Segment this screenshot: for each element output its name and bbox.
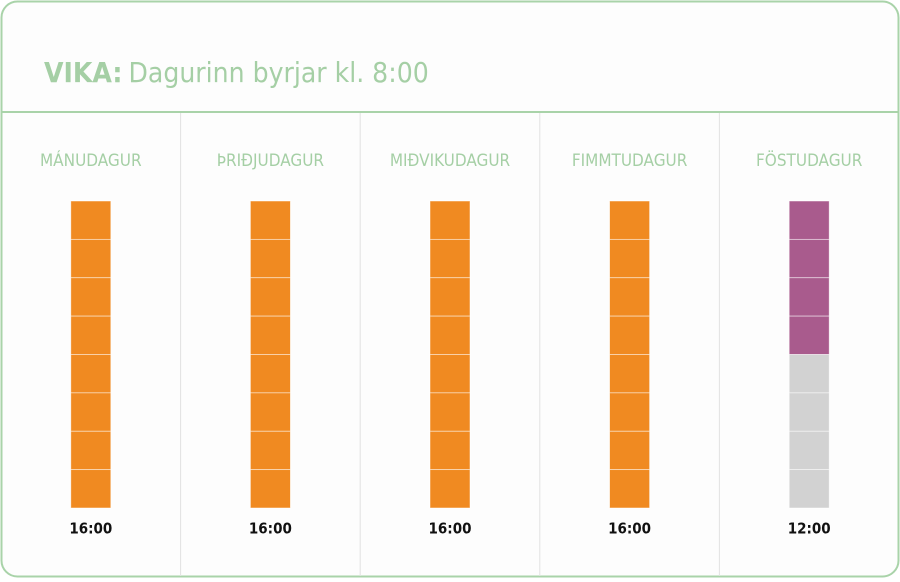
- hour-cell: [609, 315, 650, 355]
- hour-cell: [788, 238, 830, 279]
- day-name: MÁNUDAGUR: [40, 149, 142, 171]
- hour-cell: [70, 430, 112, 471]
- hour-cell: [609, 277, 650, 317]
- hour-cell: [249, 469, 291, 509]
- end-time: 16:00: [249, 520, 292, 538]
- hour-cell: [249, 392, 291, 432]
- hour-cell: [609, 392, 650, 432]
- hour-cell: [609, 354, 650, 394]
- hour-cell: [609, 238, 650, 279]
- hour-cell: [70, 277, 112, 317]
- hour-cell: [788, 392, 830, 432]
- end-time: 12:00: [788, 520, 831, 538]
- hour-cell: [249, 354, 291, 394]
- hour-cell: [609, 430, 650, 471]
- hour-cell: [788, 277, 830, 317]
- hour-cell: [249, 200, 291, 240]
- hour-cell: [249, 430, 291, 471]
- hour-cell: [249, 315, 291, 355]
- hour-cell: [70, 469, 112, 509]
- end-time: 16:00: [69, 520, 112, 538]
- hour-cell: [788, 430, 830, 471]
- hour-cell: [249, 238, 291, 279]
- hour-cell: [429, 430, 471, 471]
- hour-cell: [70, 315, 112, 355]
- hour-cell: [788, 200, 830, 240]
- header-label: VIKA:: [44, 56, 122, 89]
- header-title: Dagurinn byrjar kl. 8:00: [128, 56, 428, 89]
- end-time: 16:00: [429, 520, 472, 538]
- hour-cell: [429, 315, 471, 355]
- hour-cell: [249, 277, 291, 317]
- end-time: 16:00: [608, 520, 651, 538]
- hour-cell: [70, 200, 112, 240]
- hour-cell: [429, 469, 471, 509]
- day-name: FÖSTUDAGUR: [756, 149, 863, 171]
- day-name: FIMMTUDAGUR: [572, 151, 688, 171]
- hour-cell: [788, 354, 830, 394]
- hour-cell: [429, 200, 471, 240]
- hour-cell: [70, 238, 112, 279]
- hour-cell: [70, 354, 112, 394]
- hour-cell: [788, 315, 830, 355]
- hour-cell: [429, 392, 471, 432]
- hour-cell: [788, 469, 830, 509]
- hour-cell: [429, 277, 471, 317]
- hour-cell: [609, 469, 650, 509]
- hour-cell: [429, 354, 471, 394]
- day-name: ÞRIÐJUDAGUR: [217, 151, 325, 171]
- hour-cell: [70, 392, 112, 432]
- hour-cell: [609, 200, 650, 240]
- hour-cell: [429, 238, 471, 279]
- header: VIKA: Dagurinn byrjar kl. 8:00: [44, 56, 429, 89]
- day-name: MIÐVIKUDAGUR: [390, 151, 511, 171]
